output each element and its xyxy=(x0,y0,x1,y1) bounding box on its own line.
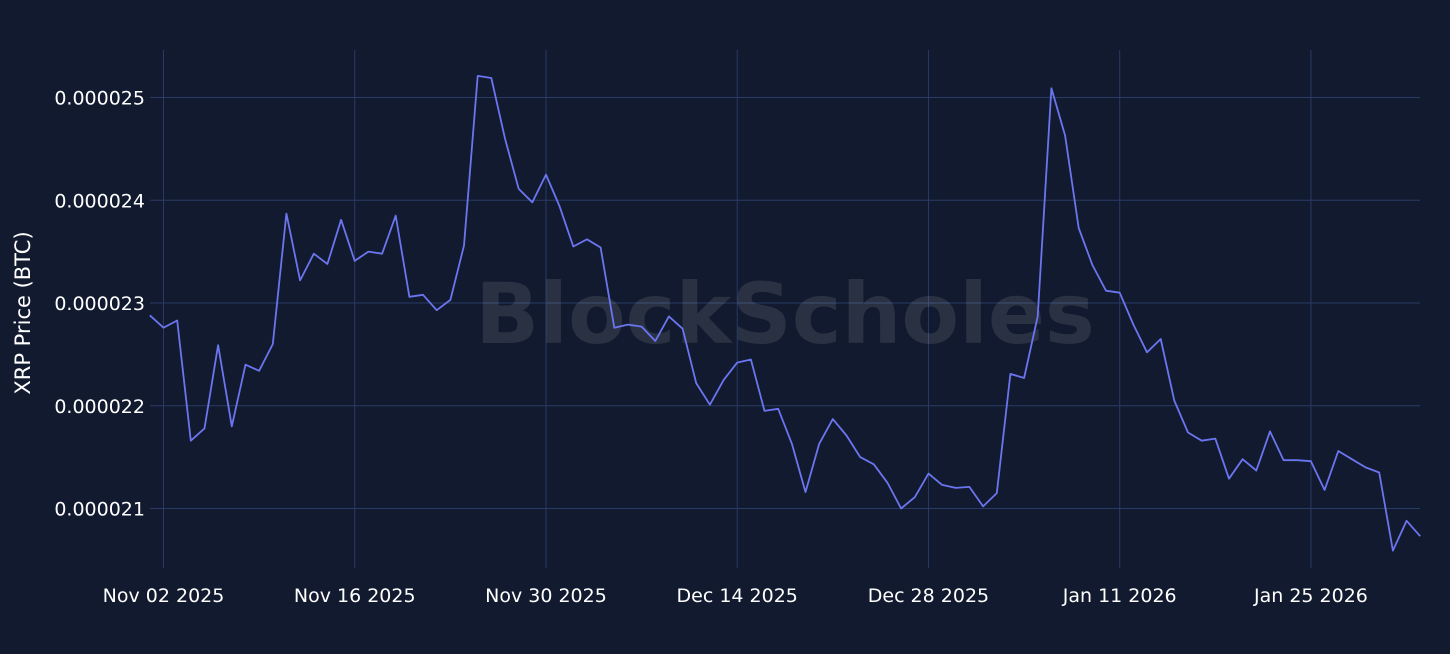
x-tick-label: Jan 25 2026 xyxy=(1253,585,1368,607)
x-tick-label: Nov 30 2025 xyxy=(485,585,607,607)
gridlines xyxy=(150,50,1420,568)
x-tick-label: Dec 14 2025 xyxy=(677,585,798,607)
series-line xyxy=(149,75,1421,552)
watermark-logo: BlockScholes xyxy=(475,265,1095,363)
y-axis-title: XRP Price (BTC) xyxy=(11,231,35,394)
series-layer xyxy=(149,75,1421,552)
y-tick-label: 0.000025 xyxy=(54,88,145,110)
y-axis-ticks: 0.000021 0.000022 0.000023 0.000024 0.000025 xyxy=(54,88,145,521)
x-tick-label: Jan 11 2026 xyxy=(1062,585,1177,607)
x-tick-label: Dec 28 2025 xyxy=(868,585,989,607)
y-tick-label: 0.000023 xyxy=(54,293,145,315)
y-tick-label: 0.000021 xyxy=(54,499,145,521)
x-tick-label: Nov 02 2025 xyxy=(103,585,225,607)
x-axis-ticks: Nov 02 2025 Nov 16 2025 Nov 30 2025 Dec 14 … xyxy=(103,585,1368,607)
y-tick-label: 0.000022 xyxy=(54,396,145,418)
y-tick-label: 0.000024 xyxy=(54,190,145,212)
x-tick-label: Nov 16 2025 xyxy=(294,585,416,607)
